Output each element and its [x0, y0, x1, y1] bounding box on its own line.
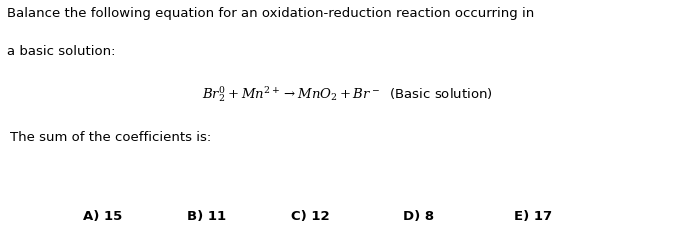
Text: The sum of the coefficients is:: The sum of the coefficients is: [10, 131, 212, 144]
Text: A) 15: A) 15 [83, 210, 123, 223]
Text: D) 8: D) 8 [403, 210, 434, 223]
Text: $\it{Br}_2^0 + \it{Mn}^{2+} \rightarrow \it{MnO}_2 + \it{Br}^-$  (Basic solution: $\it{Br}_2^0 + \it{Mn}^{2+} \rightarrow … [202, 84, 492, 104]
Text: E) 17: E) 17 [514, 210, 552, 223]
Text: B) 11: B) 11 [187, 210, 226, 223]
Text: a basic solution:: a basic solution: [7, 45, 115, 58]
Text: Balance the following equation for an oxidation-reduction reaction occurring in: Balance the following equation for an ox… [7, 7, 534, 20]
Text: C) 12: C) 12 [291, 210, 330, 223]
